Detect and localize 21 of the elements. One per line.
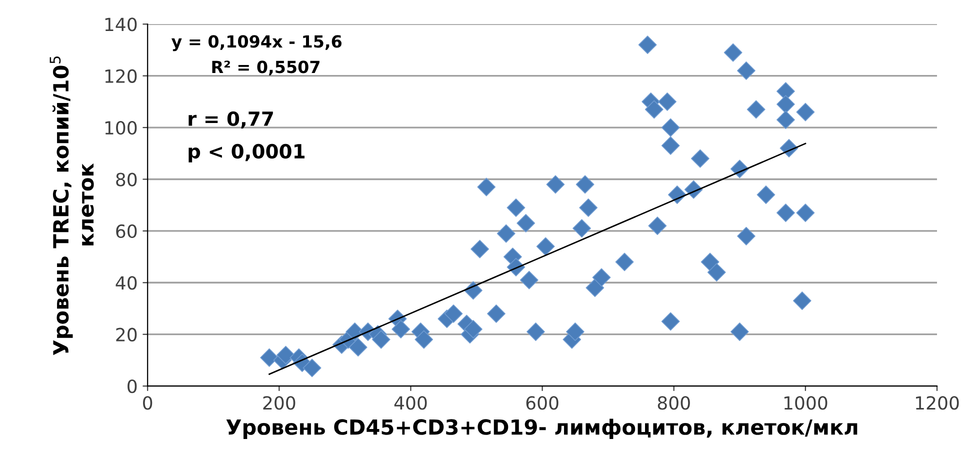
x-tick-label: 0: [143, 396, 152, 410]
x-tick-label: 1000: [784, 396, 828, 410]
y-tick-label: 100: [105, 120, 137, 135]
y-tick-label: 140: [105, 18, 137, 32]
y-tick-label: 40: [116, 276, 137, 290]
annotation: r = 0,77: [188, 111, 273, 129]
annotation: R² = 0,5507: [212, 60, 320, 76]
y-tick-label: 60: [116, 224, 137, 238]
x-tick-label: 400: [394, 396, 427, 410]
x-tick-label: 800: [658, 396, 690, 410]
y-tick-label: 120: [105, 69, 137, 83]
x-tick-label: 600: [526, 396, 558, 410]
annotation: y = 0,1094x - 15,6: [171, 35, 342, 52]
x-axis-title: Уровень CD45+CD3+CD19- лимфоцитов, клеток/мкл: [226, 418, 858, 439]
y-tick-label: 0: [128, 380, 137, 394]
annotation: p < 0,0001: [188, 144, 305, 162]
y-tick-label: 80: [116, 172, 137, 186]
x-tick-label: 1200: [916, 396, 959, 410]
y-tick-label: 20: [116, 328, 137, 342]
x-tick-label: 200: [263, 396, 296, 410]
text: Уровень TREC, копий/10$^{5}$ клеток: [50, 56, 94, 356]
